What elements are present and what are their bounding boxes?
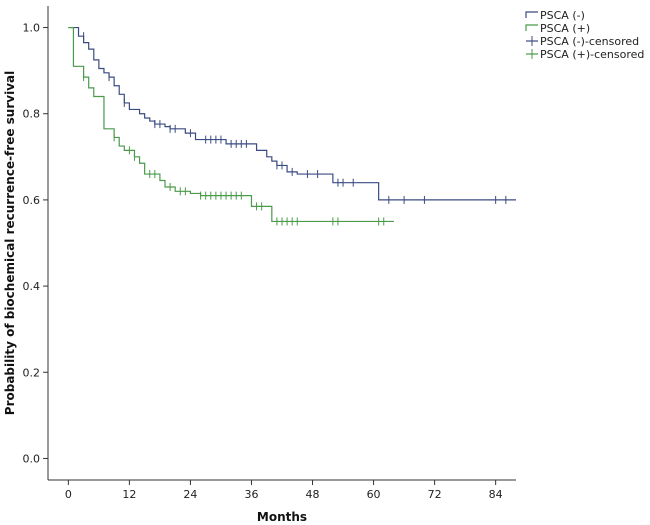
x-tick-label: 48	[306, 488, 320, 501]
series-psca-negative	[68, 26, 516, 204]
y-tick-label: 0.6	[23, 194, 41, 207]
y-tick-label: 1.0	[23, 22, 41, 35]
x-tick-label: 36	[244, 488, 258, 501]
y-axis-title: Probability of biochemical recurrence-fr…	[3, 71, 17, 415]
legend-label: PSCA (+)	[540, 22, 590, 35]
legend-label: PSCA (-)	[540, 9, 585, 22]
survival-curve	[68, 26, 394, 223]
x-axis-title: Months	[257, 510, 307, 524]
y-tick-label: 0.8	[23, 108, 41, 121]
plot-area	[68, 26, 516, 226]
x-tick-label: 60	[367, 488, 381, 501]
legend-step-symbol	[525, 11, 538, 18]
y-axis: 0.0 0.2 0.4 0.6 0.8 1.0	[23, 6, 49, 480]
series-psca-positive	[68, 26, 394, 226]
x-tick-label: 24	[183, 488, 197, 501]
x-axis: 0 12 24 36 48 60 72 84	[48, 479, 516, 501]
x-tick-label: 12	[122, 488, 136, 501]
y-tick-label: 0.2	[23, 366, 41, 379]
x-tick-label: 72	[428, 488, 442, 501]
legend-step-symbol	[525, 24, 538, 31]
legend-label: PSCA (-)-censored	[540, 35, 639, 48]
y-tick-label: 0.4	[23, 280, 41, 293]
y-tick-label: 0.0	[23, 452, 41, 465]
legend-label: PSCA (+)-censored	[540, 48, 644, 61]
x-tick-label: 84	[489, 488, 503, 501]
x-tick-label: 0	[65, 488, 72, 501]
